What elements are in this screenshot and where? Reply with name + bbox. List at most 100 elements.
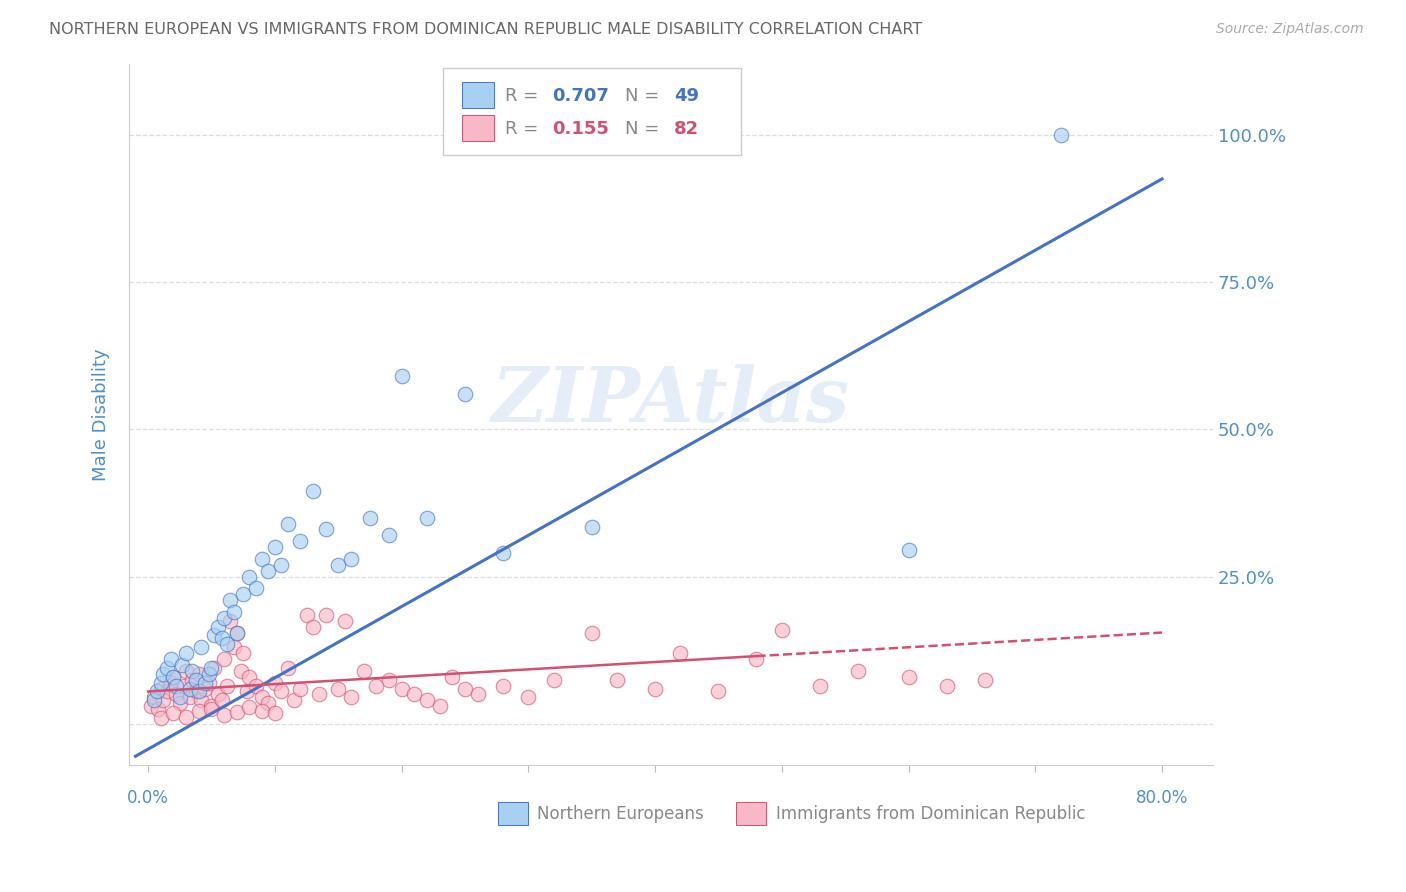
Point	[263, 706, 285, 721]
Point	[139, 699, 162, 714]
Point	[207, 687, 229, 701]
Point	[225, 625, 247, 640]
Point	[152, 666, 174, 681]
Point	[229, 664, 252, 678]
Point	[219, 614, 242, 628]
Point	[215, 637, 238, 651]
Point	[644, 681, 666, 696]
Text: 82: 82	[673, 120, 699, 138]
Point	[276, 661, 298, 675]
Point	[328, 558, 350, 572]
Point	[211, 632, 233, 646]
Text: Source: ZipAtlas.com: Source: ZipAtlas.com	[1216, 22, 1364, 37]
Point	[187, 704, 209, 718]
Point	[328, 681, 350, 696]
Point	[935, 679, 957, 693]
Point	[288, 534, 311, 549]
Text: ZIPAtlas: ZIPAtlas	[492, 364, 849, 438]
Point	[232, 646, 254, 660]
Text: 80.0%: 80.0%	[1136, 789, 1188, 806]
Point	[897, 543, 920, 558]
Point	[416, 510, 439, 524]
Point	[391, 369, 413, 384]
Point	[467, 687, 489, 701]
Text: R =: R =	[505, 87, 538, 105]
Text: Northern Europeans: Northern Europeans	[537, 805, 703, 823]
Point	[169, 690, 191, 705]
Point	[770, 623, 793, 637]
Point	[250, 552, 273, 566]
Point	[224, 605, 246, 619]
Point	[808, 679, 831, 693]
Point	[429, 699, 451, 714]
Point	[245, 679, 267, 693]
Point	[517, 690, 540, 705]
Point	[492, 546, 515, 560]
Point	[707, 684, 730, 698]
Point	[143, 690, 166, 705]
Point	[198, 666, 221, 681]
Point	[238, 569, 260, 583]
Point	[257, 696, 280, 710]
Point	[179, 681, 201, 696]
Point	[404, 687, 426, 701]
Point	[232, 587, 254, 601]
Point	[162, 706, 184, 721]
Point	[194, 675, 217, 690]
Point	[181, 664, 204, 678]
Point	[250, 690, 273, 705]
Point	[207, 620, 229, 634]
Point	[165, 679, 187, 693]
Point	[187, 684, 209, 698]
Point	[543, 673, 565, 687]
Point	[162, 670, 184, 684]
Point	[315, 607, 337, 622]
Point	[174, 710, 197, 724]
Text: 49: 49	[673, 87, 699, 105]
Point	[492, 679, 515, 693]
Point	[606, 673, 628, 687]
Point	[173, 679, 195, 693]
Point	[288, 681, 311, 696]
Point	[219, 593, 242, 607]
Point	[245, 582, 267, 596]
Point	[236, 684, 259, 698]
Point	[152, 693, 174, 707]
Point	[160, 652, 183, 666]
Text: N =: N =	[626, 87, 659, 105]
Point	[315, 523, 337, 537]
Point	[973, 673, 995, 687]
Point	[212, 611, 235, 625]
Point	[295, 607, 318, 622]
Point	[156, 661, 179, 675]
Point	[225, 705, 247, 719]
Point	[202, 628, 225, 642]
Point	[165, 687, 187, 701]
FancyBboxPatch shape	[461, 81, 495, 108]
Point	[302, 620, 325, 634]
FancyBboxPatch shape	[735, 802, 766, 825]
Text: R =: R =	[505, 120, 538, 138]
Point	[263, 675, 285, 690]
Point	[1049, 128, 1071, 142]
Point	[416, 693, 439, 707]
Y-axis label: Male Disability: Male Disability	[93, 348, 110, 481]
Point	[198, 675, 221, 690]
Point	[200, 699, 222, 714]
Point	[224, 640, 246, 655]
Point	[897, 670, 920, 684]
Point	[200, 702, 222, 716]
Point	[378, 673, 401, 687]
Point	[270, 558, 292, 572]
Point	[162, 670, 184, 684]
Point	[745, 652, 768, 666]
Point	[250, 704, 273, 718]
Point	[340, 552, 363, 566]
Point	[212, 652, 235, 666]
Text: 0.155: 0.155	[551, 120, 609, 138]
Point	[283, 693, 305, 707]
Point	[454, 681, 477, 696]
Point	[149, 681, 172, 696]
Point	[146, 684, 169, 698]
Point	[581, 519, 603, 533]
